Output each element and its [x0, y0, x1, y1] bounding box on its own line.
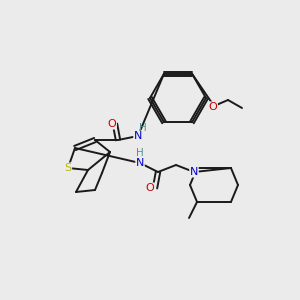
Text: N: N — [136, 158, 144, 168]
Text: H: H — [139, 123, 147, 133]
Text: N: N — [134, 131, 142, 141]
Text: H: H — [136, 148, 144, 158]
Text: O: O — [208, 102, 217, 112]
Text: S: S — [64, 163, 72, 173]
Text: O: O — [146, 183, 154, 193]
Text: O: O — [108, 119, 116, 129]
Text: N: N — [190, 167, 198, 177]
